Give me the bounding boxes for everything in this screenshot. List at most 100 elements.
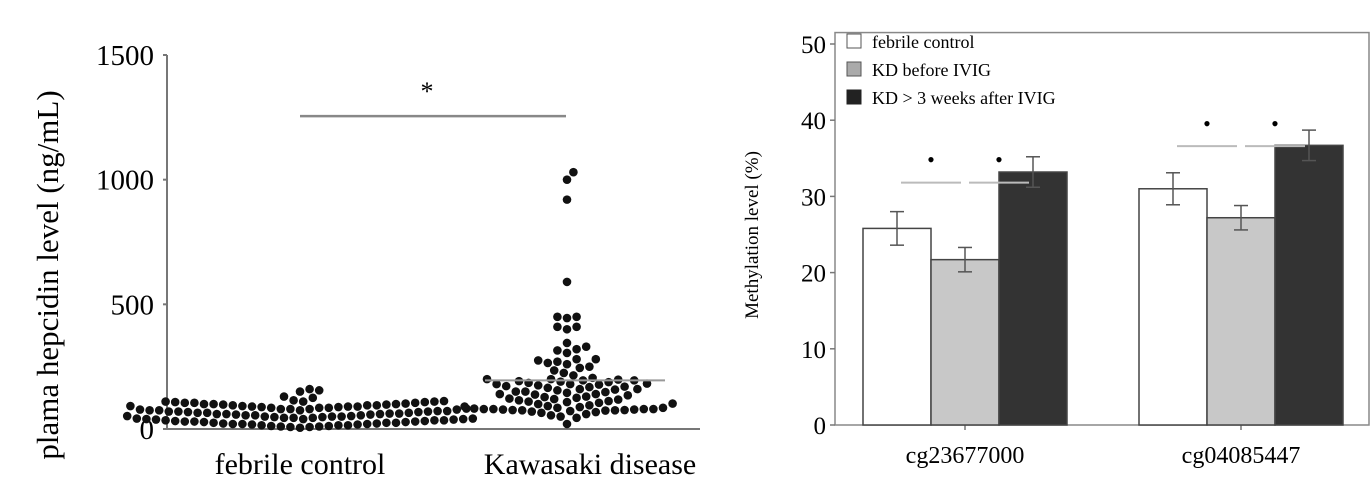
data-point: [601, 406, 610, 415]
data-point: [241, 410, 250, 420]
data-point: [151, 415, 161, 424]
data-point: [260, 412, 270, 421]
data-point: [553, 386, 562, 395]
data-point: [572, 344, 581, 354]
data-point: [308, 393, 318, 403]
data-point: [295, 423, 305, 433]
data-point: [482, 374, 492, 384]
data-point: [126, 401, 135, 411]
data-point: [610, 385, 620, 394]
data-point: [559, 368, 569, 378]
data-point: [372, 401, 382, 410]
data-point: [247, 420, 257, 429]
data-point: [668, 399, 677, 408]
data-point: [420, 416, 430, 426]
right-y-tick-label: 10: [801, 337, 826, 364]
data-point: [604, 377, 613, 387]
data-point: [286, 422, 295, 432]
data-point: [298, 414, 308, 424]
data-point: [633, 384, 642, 394]
data-point: [353, 420, 362, 429]
data-point: [190, 417, 199, 426]
right-y-axis-label: Methylation level (%): [742, 151, 763, 319]
data-point: [132, 414, 142, 423]
data-point: [266, 403, 276, 413]
data-point: [279, 413, 289, 423]
data-point: [613, 395, 623, 404]
data-point: [543, 383, 553, 393]
data-point: [562, 175, 572, 184]
data-point: [183, 407, 193, 417]
data-point: [142, 414, 151, 424]
significance-mark: •: [995, 147, 1003, 172]
data-point: [543, 401, 553, 411]
data-point: [581, 342, 591, 352]
data-point: [575, 363, 585, 373]
data-point: [572, 393, 581, 403]
data-point: [572, 312, 581, 322]
data-point: [439, 415, 449, 425]
left-x-label-kawasaki: Kawasaki disease: [484, 448, 696, 481]
data-point: [276, 422, 286, 431]
data-point: [639, 404, 649, 414]
right-x-label-cg23677000: cg23677000: [906, 443, 1025, 469]
data-point: [546, 374, 556, 384]
data-point: [218, 419, 228, 428]
data-point: [375, 409, 385, 419]
data-point: [620, 405, 629, 415]
data-point: [562, 313, 572, 323]
methylation-bar-chart: Methylation level (%) cg23677000 cg04085…: [742, 31, 1370, 469]
data-point: [362, 419, 372, 429]
data-point: [562, 348, 572, 358]
data-point: [279, 392, 289, 401]
data-point: [553, 312, 562, 322]
right-y-tick-label: 20: [801, 261, 826, 288]
legend-label-kd-before-ivig: KD before IVIG: [872, 60, 991, 80]
legend-label-febrile-control: febrile control: [872, 32, 974, 52]
data-point: [343, 402, 353, 411]
data-point: [524, 397, 533, 406]
data-point: [327, 412, 337, 421]
data-point: [565, 406, 575, 416]
data-point: [585, 362, 594, 371]
data-point: [382, 400, 391, 409]
data-point: [452, 405, 462, 414]
data-point: [228, 401, 238, 410]
data-point: [401, 399, 410, 408]
data-point: [238, 401, 247, 411]
data-point: [343, 420, 353, 430]
data-point: [449, 415, 458, 424]
left-significance-star: *: [421, 77, 434, 106]
data-point: [420, 397, 430, 407]
data-point: [135, 405, 145, 414]
bar: [1274, 144, 1344, 426]
left-y-tick-label: 0: [140, 414, 155, 446]
data-point: [334, 402, 343, 412]
right-y-tick-label: 0: [814, 413, 827, 440]
legend-swatch-kd-after-ivig: [846, 89, 862, 105]
data-point: [276, 404, 286, 414]
data-point: [289, 413, 298, 423]
data-point: [572, 413, 581, 423]
data-point: [385, 409, 394, 418]
data-point: [540, 392, 549, 402]
data-point: [161, 415, 170, 425]
data-point: [410, 417, 420, 426]
data-point: [530, 390, 540, 399]
data-point: [511, 387, 521, 396]
data-point: [199, 417, 209, 427]
data-point: [356, 410, 366, 420]
data-point: [353, 402, 362, 411]
data-point: [458, 414, 468, 424]
data-point: [575, 384, 585, 394]
data-point: [460, 402, 469, 411]
right-y-tick-label: 50: [801, 32, 826, 59]
data-point: [346, 411, 356, 421]
data-point: [505, 394, 514, 403]
data-point: [394, 409, 404, 418]
data-point: [553, 346, 562, 355]
data-point: [324, 421, 334, 431]
bar: [1206, 216, 1276, 426]
data-point: [492, 379, 501, 389]
